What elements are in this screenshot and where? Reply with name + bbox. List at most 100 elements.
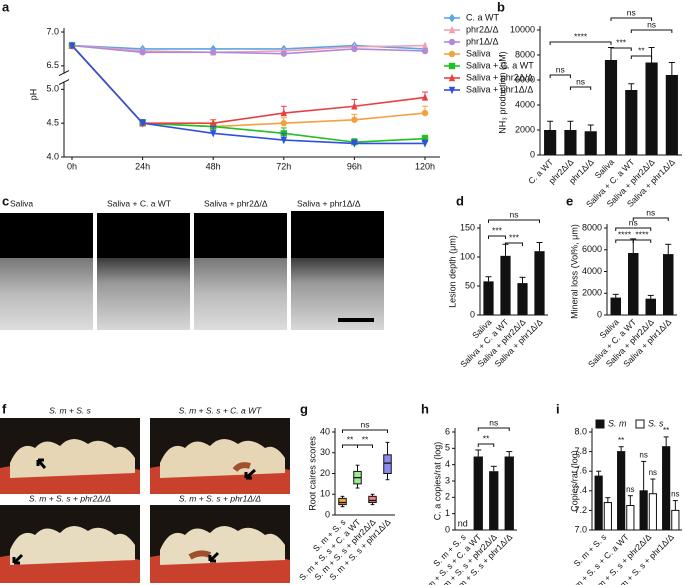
- bar: [662, 446, 671, 531]
- bar: [544, 130, 557, 155]
- marker: [139, 119, 146, 128]
- significance-label: **: [347, 434, 354, 444]
- image-label: S. m + S. s + phr2Δ/Δ: [29, 493, 112, 503]
- y-tick-label: 7.4: [574, 485, 587, 495]
- marker: [280, 108, 287, 117]
- y-tick-label: 7.6: [574, 466, 587, 476]
- bar: [648, 493, 657, 531]
- significance-bracket: [357, 444, 373, 448]
- axis-break-mark: [58, 79, 70, 86]
- significance-label: ***: [492, 225, 503, 235]
- significance-bracket: [477, 427, 510, 431]
- marker: [139, 49, 146, 56]
- y-tick-label: 1: [445, 508, 450, 518]
- marker: [210, 49, 217, 56]
- y-tick-label: 2000: [582, 288, 602, 298]
- y-tick-label: 10000: [510, 24, 535, 34]
- y-tick-label: 7.2: [574, 505, 587, 515]
- marker: [448, 50, 456, 58]
- significance-label: ns: [576, 76, 585, 86]
- bar: [594, 475, 603, 531]
- image-label: S. m + S. s + phr1Δ/Δ: [179, 493, 262, 503]
- bar: [639, 490, 648, 531]
- y-tick-label: 3: [445, 475, 450, 485]
- y-tick-label: 4000: [582, 266, 602, 276]
- marker: [421, 41, 429, 49]
- significance-bracket: [549, 41, 612, 45]
- marker: [448, 62, 456, 70]
- y-tick-label: 150: [460, 222, 475, 232]
- significance-label: ****: [574, 31, 588, 41]
- y-tick-label: 5.0: [46, 84, 59, 94]
- y-axis-label: Root caires scores: [307, 436, 317, 511]
- y-tick-label: 0: [470, 309, 475, 319]
- significance-label: ns: [629, 217, 638, 227]
- image-label: Saliva + phr2Δ/Δ: [204, 198, 268, 208]
- bar: [483, 281, 494, 315]
- legend-label: S. s: [648, 418, 664, 428]
- significance-label: ns: [647, 19, 656, 29]
- significance-bracket: [632, 239, 652, 243]
- significance-label: ns: [639, 451, 647, 460]
- panel-letter: d: [456, 193, 464, 208]
- x-tick-label: 0h: [67, 161, 77, 171]
- bar: [628, 253, 639, 315]
- image-label: Saliva + phr1Δ/Δ: [297, 198, 361, 208]
- panel-letter: e: [566, 193, 573, 208]
- y-tick-label: 0: [325, 509, 330, 519]
- legend-label: Saliva + C. a WT: [466, 60, 534, 70]
- bar: [500, 255, 511, 315]
- panel-letter: f: [2, 401, 7, 416]
- significance-label: ns: [671, 490, 679, 499]
- y-tick-label: 6000: [515, 74, 535, 84]
- panel-letter: b: [497, 0, 505, 14]
- significance-bracket: [342, 444, 358, 448]
- bar: [504, 456, 514, 530]
- significance-bracket: [342, 429, 388, 433]
- marker: [448, 86, 456, 95]
- significance-bracket: [505, 242, 523, 246]
- marker: [421, 109, 429, 117]
- significance-label: ns: [489, 417, 498, 427]
- significance-label: **: [663, 426, 669, 435]
- y-axis-label: Copies/rat (log): [569, 450, 579, 512]
- legend-swatch: [595, 419, 605, 429]
- y-tick-label: 40: [320, 426, 330, 436]
- y-tick-label: 0: [597, 309, 602, 319]
- bar: [517, 283, 528, 315]
- x-tick-label: 120h: [415, 161, 435, 171]
- y-tick-label: 7.0: [574, 524, 587, 534]
- marker: [210, 118, 217, 127]
- significance-bracket: [610, 47, 632, 51]
- x-tick-label: 48h: [206, 161, 221, 171]
- panel-letter: h: [421, 401, 429, 416]
- y-axis-label: pH: [28, 89, 38, 101]
- y-tick-label: 0: [445, 524, 450, 534]
- significance-label: ns: [556, 64, 565, 74]
- y-axis-label: Mineral loss (Vol%, μm): [569, 224, 579, 319]
- micro-ct-images: [0, 211, 384, 330]
- y-tick-label: 20: [320, 468, 330, 478]
- significance-bracket: [488, 235, 506, 239]
- y-tick-label: 5: [445, 443, 450, 453]
- box: [383, 454, 392, 475]
- panel-letter: c: [2, 193, 9, 208]
- bar: [564, 130, 577, 155]
- marker: [351, 45, 358, 53]
- y-axis-label: Lesion depth (μm): [447, 235, 457, 308]
- significance-label: ns: [626, 485, 634, 494]
- y-axis-label: NH₃ production (μM): [497, 51, 507, 133]
- marker: [448, 13, 456, 23]
- significance-label: **: [638, 45, 645, 55]
- significance-label: ns: [361, 419, 370, 429]
- series-line: [71, 44, 425, 145]
- panel-letter: g: [300, 401, 308, 416]
- y-tick-label: 6.5: [46, 60, 59, 70]
- significance-bracket: [610, 17, 653, 21]
- image-label: Saliva + C. a WT: [107, 198, 171, 208]
- panel-letter: i: [556, 401, 560, 416]
- y-tick-label: 30: [320, 447, 330, 457]
- legend-label: Saliva: [466, 48, 491, 58]
- bar: [603, 502, 612, 531]
- significance-label: ***: [509, 232, 520, 242]
